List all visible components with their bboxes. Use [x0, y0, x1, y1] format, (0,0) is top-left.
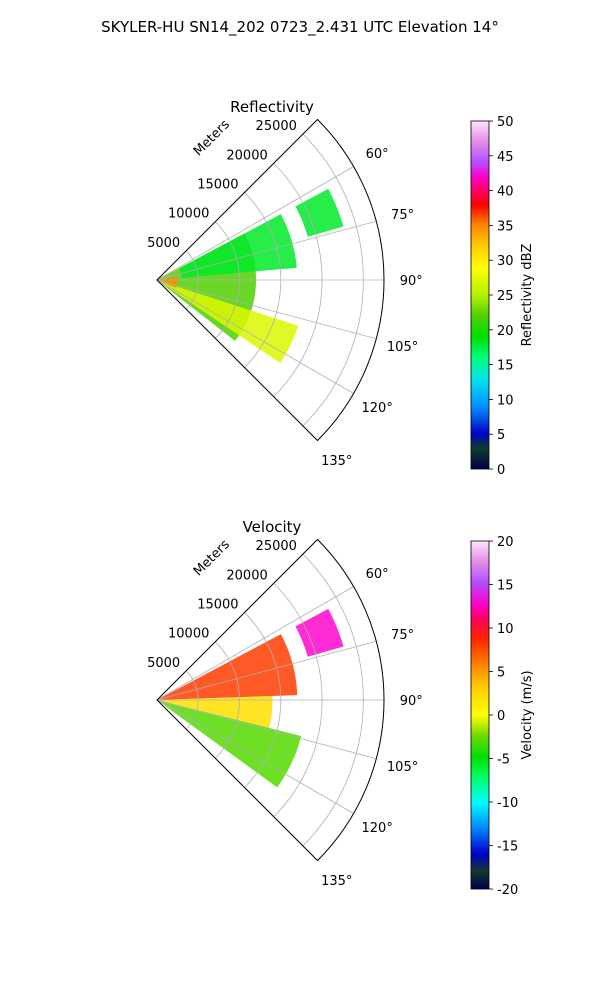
colorbar-label: Reflectivity dBZ [520, 244, 535, 347]
sector-outline [156, 118, 385, 442]
azimuth-spoke [156, 166, 354, 281]
colorbar-tick-label: 25 [497, 289, 514, 304]
radial-tick-label: 10000 [168, 207, 209, 222]
colorbar-tick-label: 15 [497, 579, 514, 594]
colorbar-tick-label: 5 [497, 428, 505, 443]
echo-region-4 [157, 276, 178, 288]
radial-tick-label: 15000 [197, 597, 238, 612]
echo-region-3 [295, 608, 344, 657]
radial-tick-label: 25000 [256, 539, 297, 554]
colorbar-tick-label: 5 [497, 666, 505, 681]
colorbar-tick-label: 15 [497, 359, 514, 374]
azimuth-spoke [156, 279, 377, 340]
azimuth-tick-label: 105° [387, 340, 418, 355]
azimuth-tick-label: 60° [366, 147, 389, 162]
colorbar-label: Velocity (m/s) [520, 670, 535, 759]
azimuth-tick-label: 75° [391, 628, 414, 643]
sector-outline [156, 538, 385, 862]
colorbar-tick-label: 40 [497, 185, 514, 200]
colorbar-tick-label: -15 [497, 840, 518, 855]
colorbar-tick-label: 35 [497, 219, 514, 234]
radial-tick-label: 10000 [168, 627, 209, 642]
azimuth-tick-label: 90° [400, 694, 423, 709]
panel-title: Reflectivity [230, 98, 314, 116]
radial-tick-label: 20000 [226, 148, 267, 163]
radial-tick-label: 5000 [147, 236, 180, 251]
colorbar-tick-label: 30 [497, 254, 514, 269]
azimuth-tick-label: 135° [321, 874, 352, 889]
colorbar-tick-label: -20 [497, 883, 518, 898]
colorbar-tick-label: 0 [497, 463, 505, 478]
echo-region-3 [295, 188, 344, 237]
azimuth-spoke [156, 640, 377, 701]
echo-region-2 [178, 214, 297, 278]
radial-tick-label: 15000 [197, 177, 238, 192]
reflectivity-panel: Reflectivity500010000150002000025000Mete… [147, 98, 535, 478]
colorbar-tick-label: 45 [497, 150, 514, 165]
echo-region-0 [157, 634, 298, 700]
azimuth-tick-label: 135° [321, 454, 352, 469]
colorbar-tick-label: -10 [497, 796, 518, 811]
radial-tick-label: 5000 [147, 656, 180, 671]
radial-tick-label: 20000 [226, 568, 267, 583]
azimuth-spoke [156, 699, 354, 814]
azimuth-spoke [156, 699, 377, 760]
azimuth-tick-label: 60° [366, 567, 389, 582]
colorbar-tick-label: 20 [497, 535, 514, 550]
colorbar-tick-label: 20 [497, 324, 514, 339]
figure-title: SKYLER-HU SN14_202 0723_2.431 UTC Elevat… [101, 18, 499, 37]
azimuth-tick-label: 120° [362, 821, 393, 836]
azimuth-tick-label: 75° [391, 208, 414, 223]
colorbar-tick-label: -5 [497, 753, 510, 768]
echo-region-1 [157, 695, 273, 728]
echo-region-2 [157, 700, 302, 788]
azimuth-tick-label: 105° [387, 760, 418, 775]
colorbar [470, 120, 490, 470]
colorbar-tick-label: 0 [497, 709, 505, 724]
azimuth-spoke [156, 586, 354, 701]
colorbar-tick-label: 10 [497, 622, 514, 637]
azimuth-spoke [156, 220, 377, 281]
azimuth-tick-label: 120° [362, 401, 393, 416]
azimuth-tick-label: 90° [400, 274, 423, 289]
colorbar-tick-label: 50 [497, 115, 514, 130]
panel-title: Velocity [243, 518, 302, 536]
colorbar [470, 540, 490, 890]
radial-tick-label: 25000 [256, 119, 297, 134]
colorbar-tick-label: 10 [497, 393, 514, 408]
azimuth-spoke [156, 279, 354, 394]
